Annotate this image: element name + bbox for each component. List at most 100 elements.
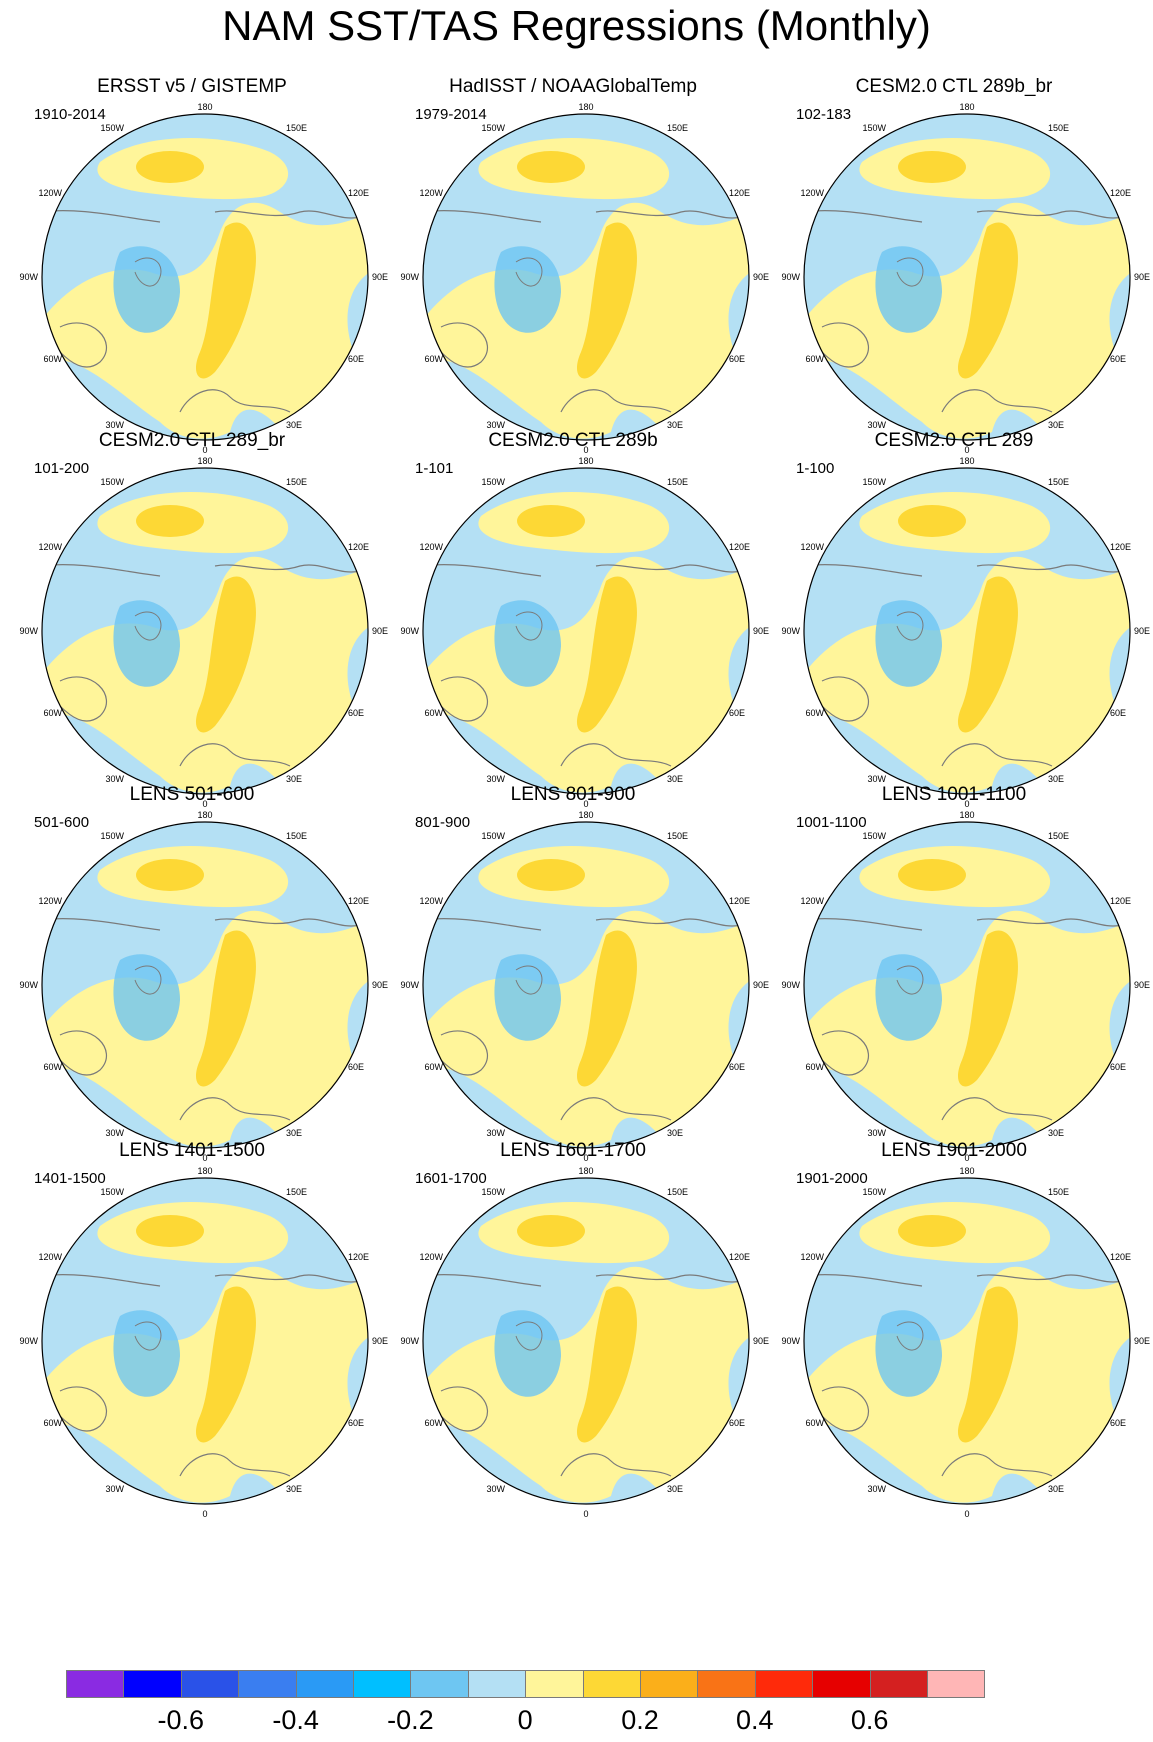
label-150e: 150E [1048,123,1069,133]
label-60w: 60W [43,708,62,718]
coastline-europe [179,1097,291,1121]
pacific-warm-core [136,1215,204,1247]
panel-year-range: 1401-1500 [34,1170,106,1187]
label-180: 180 [959,456,974,466]
label-180: 180 [197,1166,212,1176]
label-60w: 60W [424,1418,443,1428]
label-30w: 30W [867,1484,886,1494]
label-180: 180 [197,810,212,820]
label-60w: 60W [805,708,824,718]
pacific-warm-core [517,1215,585,1247]
map-boundary [422,1177,750,1505]
map-boundary [41,821,369,1149]
coastline-europe [560,1453,672,1477]
colorbar-tick-label: 0 [517,1705,533,1735]
polar-map: 180 0 90W 90E 150W 120W 150E 120E 60W 30… [781,102,1150,455]
label-30w: 30W [105,1484,124,1494]
panel-title: HadISST / NOAAGlobalTemp [449,76,697,97]
coastline-arctic-islands [134,257,162,287]
map-boundary [803,113,1131,441]
label-60w: 60W [805,1062,824,1072]
positive-anomaly-belt [42,202,368,440]
map-boundary [422,113,750,441]
label-90e: 90E [753,980,769,990]
eurasia-warm-core [195,930,256,1087]
label-30w: 30W [867,774,886,784]
eurasia-warm-core [576,576,637,733]
label-120w: 120W [800,542,824,552]
anomaly-field [804,1178,1130,1504]
anomaly-field [42,1178,368,1504]
map-panel-1: ERSST v5 / GISTEMP 180 0 90W [0,76,388,469]
coastline-greenland [821,1386,869,1432]
polar-map: 180 0 90W 90E 150W 120W 150E 120E 60W 30… [781,1166,1150,1519]
label-90w: 90W [19,626,38,636]
eurasia-warm-core [957,930,1018,1087]
label-0: 0 [583,799,588,809]
positive-anomaly-belt [804,202,1130,440]
label-120e: 120E [1110,896,1131,906]
label-150e: 150E [1048,477,1069,487]
label-150e: 150E [286,1187,307,1197]
label-30e: 30E [667,420,683,430]
map-panel-11: LENS 1601-1700 180 0 90W 90E [381,1140,769,1533]
coastline-arctic-islands [515,611,543,641]
label-90e: 90E [1134,1336,1150,1346]
polar-map: 180 0 90W 90E 150W 120W 150E 120E 60W 30… [400,1166,769,1519]
label-90e: 90E [372,980,388,990]
coastline-siberia [595,564,742,573]
label-180: 180 [959,810,974,820]
label-30e: 30E [1048,1484,1064,1494]
arctic-cool-core [875,1310,942,1397]
coastline-europe [560,389,672,413]
label-150w: 150W [862,477,886,487]
coastline-arctic-islands [896,611,924,641]
label-60e: 60E [729,708,745,718]
coastline-europe [179,389,291,413]
pacific-warm-core [898,151,966,183]
coastline-greenland [821,676,869,722]
colorbar-swatch [525,1670,584,1698]
label-30e: 30E [286,1128,302,1138]
label-90w: 90W [19,980,38,990]
label-150w: 150W [481,831,505,841]
label-180: 180 [578,1166,593,1176]
label-0: 0 [964,1509,969,1519]
label-180: 180 [578,102,593,112]
label-120w: 120W [38,896,62,906]
label-0: 0 [202,1153,207,1163]
colorbar-swatch [582,1670,641,1698]
coastline-greenland [59,676,107,722]
coastline-siberia [976,1274,1123,1283]
coastline-europe [560,1097,672,1121]
positive-anomaly-belt [423,556,749,794]
colorbar-tick-label: -0.6 [157,1705,205,1735]
label-0: 0 [202,799,207,809]
figure-title: NAM SST/TAS Regressions (Monthly) [222,2,931,49]
panel-year-range: 101-200 [34,460,90,477]
label-120e: 120E [729,896,750,906]
label-180: 180 [578,810,593,820]
coastline-arctic-islands [515,965,543,995]
colorbar-tick-label: -0.4 [272,1705,319,1735]
positive-anomaly-belt [423,1266,749,1504]
label-60e: 60E [1110,1062,1126,1072]
arctic-cool-core [875,246,942,333]
panel-title: LENS 1001-1100 [881,784,1027,805]
label-30e: 30E [286,420,302,430]
label-0: 0 [583,445,588,455]
polar-map: 180 0 90W 90E 150W 120W 150E 120E 60W 30… [400,810,769,1163]
label-60w: 60W [43,1062,62,1072]
coastline-arctic-islands [896,1321,924,1351]
label-120e: 120E [1110,188,1131,198]
label-120e: 120E [729,1252,750,1262]
label-120e: 120E [729,542,750,552]
map-boundary [422,467,750,795]
coastline-siberia [214,918,361,927]
coastline-arctic-islands [515,1321,543,1351]
label-150w: 150W [481,477,505,487]
colorbar-swatch [754,1670,814,1698]
positive-anomaly-belt [423,910,749,1148]
panel-year-range: 1901-2000 [796,1170,868,1187]
label-150w: 150W [862,831,886,841]
